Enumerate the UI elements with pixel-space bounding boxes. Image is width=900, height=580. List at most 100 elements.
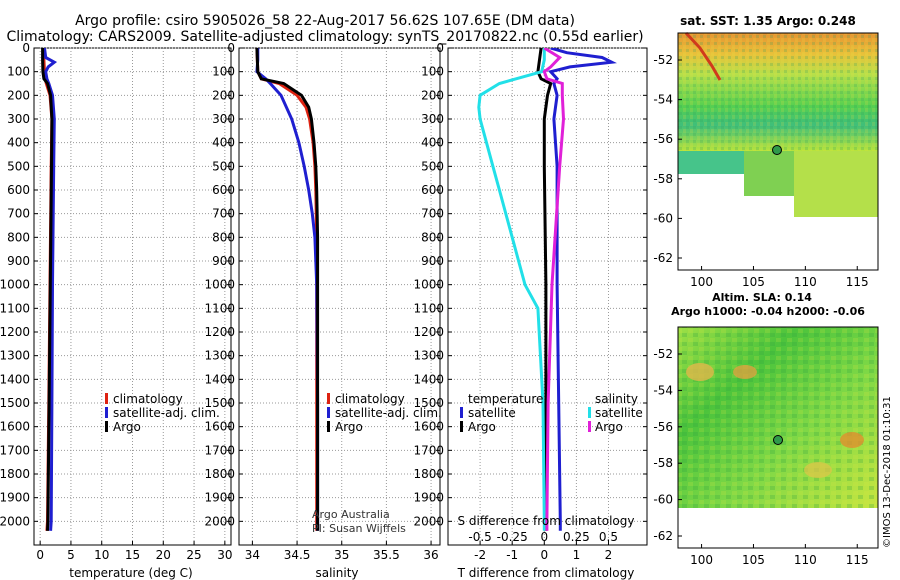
- map-x-tick-label: 110: [794, 553, 817, 567]
- sla-warm-patch: [733, 365, 757, 379]
- x-tick-label: 2: [605, 548, 613, 562]
- y-tick-label: 2000: [0, 514, 30, 528]
- y-tick-label: 100: [421, 65, 444, 79]
- legend-swatch-climatology: [105, 393, 108, 404]
- series-line-argo: [41, 48, 54, 531]
- chart-title-line1: Argo profile: csiro 5905026_58 22-Aug-20…: [75, 13, 575, 29]
- x-tick-label: 0: [540, 548, 548, 562]
- legend-label-argo: Argo: [335, 420, 363, 434]
- y-tick-label: 700: [7, 207, 30, 221]
- y-tick-label: 400: [7, 136, 30, 150]
- legend-label-climatology: climatology: [335, 392, 405, 406]
- map-y-tick-label: -52: [653, 53, 673, 67]
- y-tick-label: 1900: [0, 491, 30, 505]
- sst-map-field-lower-right: [794, 151, 878, 217]
- y-tick-label: 700: [212, 207, 235, 221]
- y-tick-label: 300: [7, 112, 30, 126]
- y-tick-label: 1300: [204, 349, 235, 363]
- sst-map-field-lower-mid: [744, 151, 794, 196]
- series-line-satellite-adj-clim-: [43, 48, 58, 531]
- x-tick-label: 0: [36, 548, 44, 562]
- sst-argo-marker: [772, 145, 782, 155]
- annotation-argo-australia: Argo Australia: [312, 508, 390, 521]
- y-tick-label: 1900: [413, 491, 444, 505]
- temperature-plot-area: [33, 47, 232, 546]
- y-tick-label: 1700: [204, 443, 235, 457]
- map-y-tick-label: -60: [653, 211, 673, 225]
- y-tick-label: 1600: [204, 420, 235, 434]
- y-tick-label: 0: [22, 41, 30, 55]
- y-tick-label: 200: [421, 88, 444, 102]
- map-x-tick-label: 110: [794, 275, 817, 289]
- x-tick-label: 10: [94, 548, 109, 562]
- x-tick-label: 35: [334, 548, 349, 562]
- y-tick-label: 1300: [413, 349, 444, 363]
- legend-swatch-s-satellite: [588, 407, 591, 418]
- y-tick-label: 600: [212, 183, 235, 197]
- y-tick-label: 600: [421, 183, 444, 197]
- x-tick-label: 20: [156, 548, 171, 562]
- legend-label-s-argo: Argo: [595, 420, 623, 434]
- y-tick-label: 1100: [413, 301, 444, 315]
- y-tick-label: 1500: [0, 396, 30, 410]
- y-tick-label: 800: [421, 230, 444, 244]
- sst-front-line: [684, 31, 722, 81]
- x-tick-label: 15: [125, 548, 140, 562]
- legend-swatch-s-argo: [588, 421, 591, 432]
- map-y-tick-label: -56: [653, 420, 673, 434]
- y-tick-label: 1800: [204, 467, 235, 481]
- x-tick-label: 25: [186, 548, 201, 562]
- x-tick-label: 1: [573, 548, 581, 562]
- y-tick-label: 1700: [413, 443, 444, 457]
- y-tick-label: 400: [212, 136, 235, 150]
- legend-swatch-satellite: [105, 407, 108, 418]
- y-tick-label: 1400: [413, 372, 444, 386]
- y-tick-label: 2000: [204, 514, 235, 528]
- legend-label-t-satellite: satellite: [468, 406, 516, 420]
- y-tick-label: 1400: [0, 372, 30, 386]
- x-tick-label: 30: [217, 548, 232, 562]
- legend-label-t-argo: Argo: [468, 420, 496, 434]
- legend-swatch-argo: [105, 421, 108, 432]
- y-tick-label: 1500: [413, 396, 444, 410]
- map-y-tick-label: -54: [653, 383, 673, 397]
- legend-swatch-argo: [327, 421, 330, 432]
- sla-warm-patch: [840, 432, 864, 448]
- legend-label-climatology: climatology: [113, 392, 183, 406]
- legend-label-s-satellite: satellite: [595, 406, 643, 420]
- legend-label-satellite: satellite-adj. clim.: [335, 406, 442, 420]
- top-tick-label: 0.25: [563, 530, 590, 544]
- credit-text: ©IMOS 13-Dec-2018 01:10:31: [882, 396, 893, 548]
- map-y-tick-label: -52: [653, 347, 673, 361]
- y-tick-label: 1600: [413, 420, 444, 434]
- series-line-salinity-satellite: [477, 48, 546, 531]
- map-x-tick-label: 115: [846, 553, 869, 567]
- x-tick-label: -2: [474, 548, 486, 562]
- y-tick-label: 1000: [413, 278, 444, 292]
- sla-argo-marker: [773, 435, 783, 445]
- y-tick-label: 1400: [204, 372, 235, 386]
- map-x-tick-label: 105: [742, 275, 765, 289]
- y-tick-label: 500: [7, 159, 30, 173]
- legend-swatch-t-satellite: [460, 407, 463, 418]
- y-tick-label: 900: [421, 254, 444, 268]
- map-y-tick-label: -62: [653, 251, 673, 265]
- map-x-tick-label: 115: [846, 275, 869, 289]
- y-tick-label: 1000: [204, 278, 235, 292]
- y-tick-label: 800: [7, 230, 30, 244]
- sla-map-texture: [678, 327, 878, 508]
- y-tick-label: 1000: [0, 278, 30, 292]
- y-tick-label: 1800: [0, 467, 30, 481]
- x-tick-label: 35.5: [373, 548, 400, 562]
- y-tick-label: 0: [227, 41, 235, 55]
- top-tick-label: 0: [540, 530, 548, 544]
- temperature-axis-label: temperature (deg C): [69, 566, 192, 580]
- sla-map-frame: [677, 326, 879, 549]
- map-x-tick-label: 105: [742, 553, 765, 567]
- y-tick-label: 100: [212, 65, 235, 79]
- top-tick-label: -0.25: [497, 530, 528, 544]
- x-tick-label: 5: [67, 548, 75, 562]
- chart-title-line2: Climatology: CARS2009. Satellite-adjuste…: [6, 29, 644, 45]
- y-tick-label: 900: [7, 254, 30, 268]
